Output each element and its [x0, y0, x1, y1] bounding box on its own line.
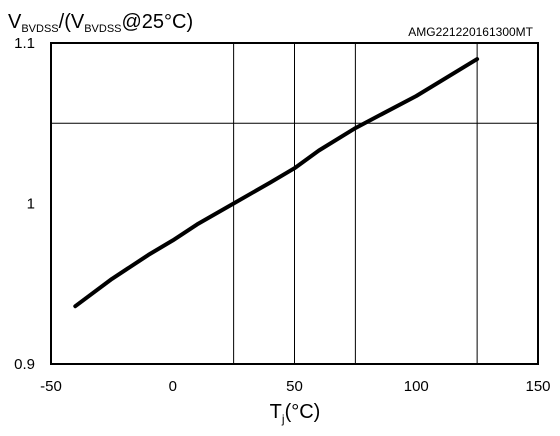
grid-lines [51, 43, 538, 364]
x-axis-label-t: T [270, 401, 282, 423]
x-tick-label: -50 [40, 378, 62, 395]
part-code: AMG221220161300MT [408, 25, 533, 39]
y-axis-label-tail: @25°C) [122, 11, 194, 33]
x-tick-label: 150 [525, 378, 550, 395]
y-axis-label-sub2: BVDSS [84, 23, 121, 35]
y-tick-label: 0.9 [14, 356, 35, 373]
series-layer [73, 57, 480, 309]
y-axis-label-sub1: BVDSS [21, 23, 58, 35]
x-axis-label-sub: j [281, 412, 285, 426]
y-axis-label-v: V [8, 11, 22, 33]
tick-labels: -50 0 50 100 150 0.9 1 1.1 [14, 35, 550, 395]
y-tick-label: 1.1 [14, 35, 35, 52]
x-axis-label: Tj(°C) [270, 401, 321, 426]
y-tick-label: 1 [27, 196, 35, 213]
plot-frame [50, 42, 539, 365]
y-axis-label-mid: /(V [59, 11, 85, 33]
x-tick-label: 0 [169, 378, 177, 395]
x-axis-label-tail: (°C) [285, 401, 321, 423]
x-tick-label: 100 [404, 378, 429, 395]
series-line [73, 57, 480, 309]
x-tick-label: 50 [286, 378, 303, 395]
y-axis-label: VBVDSS/(VBVDSS@25°C) [8, 11, 193, 35]
